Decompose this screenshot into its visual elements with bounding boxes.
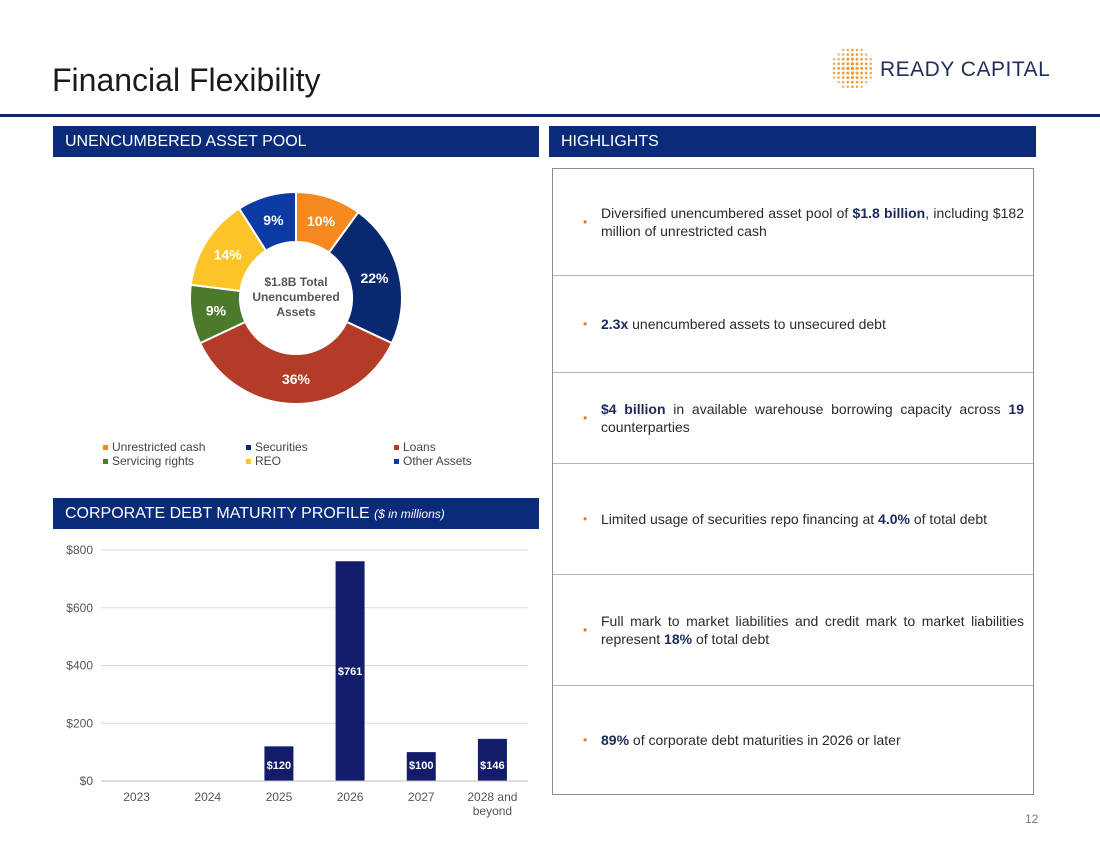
x-tick-label: 2024 (194, 790, 221, 804)
highlight-item: • Full mark to market liabilities and cre… (553, 575, 1033, 686)
donut-label-servicing-rights: 9% (206, 303, 227, 319)
debt-maturity-bar-chart: $0 $200 $400 $600 $800 2023 2024 $120 2025 $761 20… (66, 543, 528, 818)
highlight-text: Limited usage of securities repo financi… (601, 511, 988, 527)
donut-slice-other-assets (237, 190, 297, 253)
donut-label-loans: 36% (282, 371, 311, 387)
highlight-item: • 89% of corporate debt maturities in 202… (553, 686, 1033, 794)
unencumbered-asset-pool-header: UNENCUMBERED ASSET POOL (53, 126, 539, 157)
bar-value-label: $120 (267, 760, 291, 772)
highlights-label: HIGHLIGHTS (561, 133, 659, 150)
asset-pool-donut-chart: 10% 22% 36% 9% 14% 9% $1.8B TotalUnencumberedA… (189, 190, 403, 405)
bullet-icon: • (583, 317, 588, 331)
legend-swatch (246, 459, 251, 465)
page-title: Financial Flexibility (52, 62, 321, 98)
highlight-item: • Diversified unencumbered asset pool of … (553, 169, 1033, 276)
legend-item-unrestricted-cash: Unrestricted cash (103, 440, 205, 454)
donut-center-label: Unencumbered (252, 290, 339, 304)
donut-center-label: Assets (276, 305, 316, 319)
bar-2026 (335, 561, 365, 781)
legend-item-servicing-rights: Servicing rights (103, 454, 194, 468)
logo-text: READY CAPITAL (880, 58, 1051, 81)
legend-label: REO (255, 454, 282, 468)
donut-slice-securities (327, 210, 403, 345)
bar-2028-and-beyond (477, 738, 507, 781)
x-tick-label: 2023 (123, 790, 150, 804)
bar-2025 (264, 746, 294, 781)
x-tick-label: beyond (473, 804, 512, 818)
highlight-item: • $4 billion in available warehouse borro… (553, 373, 1033, 464)
highlights-list: • Diversified unencumbered asset pool of … (552, 168, 1034, 795)
y-tick-label: $800 (66, 543, 93, 557)
bar-2027 (406, 752, 436, 781)
x-tick-label: 2026 (337, 790, 364, 804)
y-tick-label: $400 (66, 659, 93, 673)
legend-swatch (103, 459, 108, 465)
legend-label: Securities (255, 440, 308, 454)
highlights-header: HIGHLIGHTS (549, 126, 1036, 157)
logo-dots-icon (832, 48, 873, 89)
legend-item-loans: Loans (394, 440, 436, 454)
highlight-text: $4 billion in available warehouse borrow… (601, 401, 1024, 435)
x-tick-label: 2027 (408, 790, 435, 804)
highlight-item: • 2.3x unencumbered assets to unsecured d… (553, 276, 1033, 373)
legend-swatch (246, 445, 251, 451)
legend-label: Other Assets (403, 454, 472, 468)
x-tick-label: 2025 (266, 790, 293, 804)
legend-swatch (394, 445, 399, 451)
highlight-text: Diversified unencumbered asset pool of $… (601, 205, 1024, 239)
donut-label-reo: 14% (214, 247, 243, 263)
bullet-icon: • (583, 215, 588, 229)
legend-item-reo: REO (246, 454, 281, 468)
bullet-icon: • (583, 512, 588, 526)
donut-label-other-assets: 9% (263, 212, 284, 228)
bar-value-label: $761 (338, 666, 362, 678)
ready-capital-logo: READY CAPITAL (828, 44, 1058, 92)
legend-label: Loans (403, 440, 436, 454)
legend-item-securities: Securities (246, 440, 308, 454)
y-tick-label: $200 (66, 716, 93, 730)
donut-center-label: $1.8B Total (264, 275, 327, 289)
legend-swatch (103, 445, 108, 451)
bullet-icon: • (583, 733, 588, 747)
bar-value-label: $100 (409, 760, 433, 772)
x-tick-label: 2028 and (467, 790, 517, 804)
donut-label-securities: 22% (360, 270, 389, 286)
y-tick-label: $0 (80, 774, 94, 788)
donut-slice-loans (198, 320, 394, 405)
highlight-text: Full mark to market liabilities and cred… (601, 613, 1024, 647)
y-tick-label: $600 (66, 601, 93, 615)
debt-maturity-note: ($ in millions) (374, 507, 445, 521)
title-divider (0, 114, 1100, 117)
legend-label: Unrestricted cash (112, 440, 206, 454)
bullet-icon: • (583, 411, 588, 425)
debt-maturity-label: CORPORATE DEBT MATURITY PROFILE (65, 505, 370, 522)
legend-item-other-assets: Other Assets (394, 454, 472, 468)
highlight-item: • Limited usage of securities repo financ… (553, 464, 1033, 575)
legend-swatch (394, 459, 399, 465)
bar-value-label: $146 (480, 760, 504, 772)
debt-maturity-header: CORPORATE DEBT MATURITY PROFILE ($ in mi… (53, 498, 539, 529)
legend-label: Servicing rights (112, 454, 195, 468)
donut-label-unrestricted-cash: 10% (307, 213, 336, 229)
highlight-text: 89% of corporate debt maturities in 2026… (601, 732, 901, 748)
unencumbered-asset-pool-label: UNENCUMBERED ASSET POOL (65, 133, 307, 150)
highlight-text: 2.3x unencumbered assets to unsecured de… (601, 316, 886, 332)
page-number: 12 (1025, 812, 1039, 826)
bullet-icon: • (583, 623, 588, 637)
